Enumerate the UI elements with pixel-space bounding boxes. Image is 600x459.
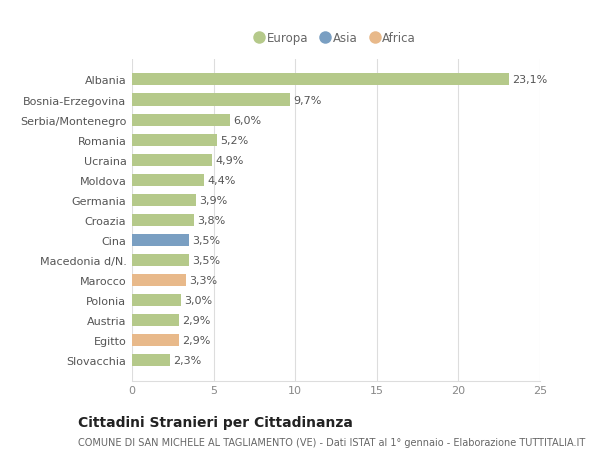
Text: 3,0%: 3,0% (184, 295, 212, 305)
Text: 2,9%: 2,9% (182, 315, 211, 325)
Bar (132, 314, 179, 326)
Bar (132, 94, 290, 106)
Bar (132, 354, 170, 366)
Bar (132, 294, 181, 306)
Text: 3,3%: 3,3% (189, 275, 217, 285)
Bar (132, 254, 189, 266)
Bar (132, 274, 186, 286)
Bar (132, 174, 204, 186)
Text: 5,2%: 5,2% (220, 135, 248, 146)
Text: 3,5%: 3,5% (193, 255, 221, 265)
Text: Cittadini Stranieri per Cittadinanza: Cittadini Stranieri per Cittadinanza (78, 415, 353, 429)
Bar (132, 74, 509, 86)
Text: 2,3%: 2,3% (173, 355, 201, 365)
Text: COMUNE DI SAN MICHELE AL TAGLIAMENTO (VE) - Dati ISTAT al 1° gennaio - Elaborazi: COMUNE DI SAN MICHELE AL TAGLIAMENTO (VE… (78, 437, 585, 447)
Bar (132, 334, 179, 347)
Text: 6,0%: 6,0% (233, 115, 262, 125)
Text: 4,4%: 4,4% (207, 175, 235, 185)
Bar (132, 194, 196, 206)
Bar (132, 214, 194, 226)
Bar (132, 154, 212, 166)
Text: 4,9%: 4,9% (215, 155, 244, 165)
Bar (132, 114, 230, 126)
Text: 23,1%: 23,1% (512, 75, 548, 85)
Bar (132, 134, 217, 146)
Legend: Europa, Asia, Africa: Europa, Asia, Africa (251, 27, 421, 50)
Text: 2,9%: 2,9% (182, 336, 211, 345)
Text: 3,5%: 3,5% (193, 235, 221, 245)
Text: 9,7%: 9,7% (293, 95, 322, 105)
Text: 3,9%: 3,9% (199, 196, 227, 205)
Text: 3,8%: 3,8% (197, 215, 226, 225)
Bar (132, 235, 189, 246)
